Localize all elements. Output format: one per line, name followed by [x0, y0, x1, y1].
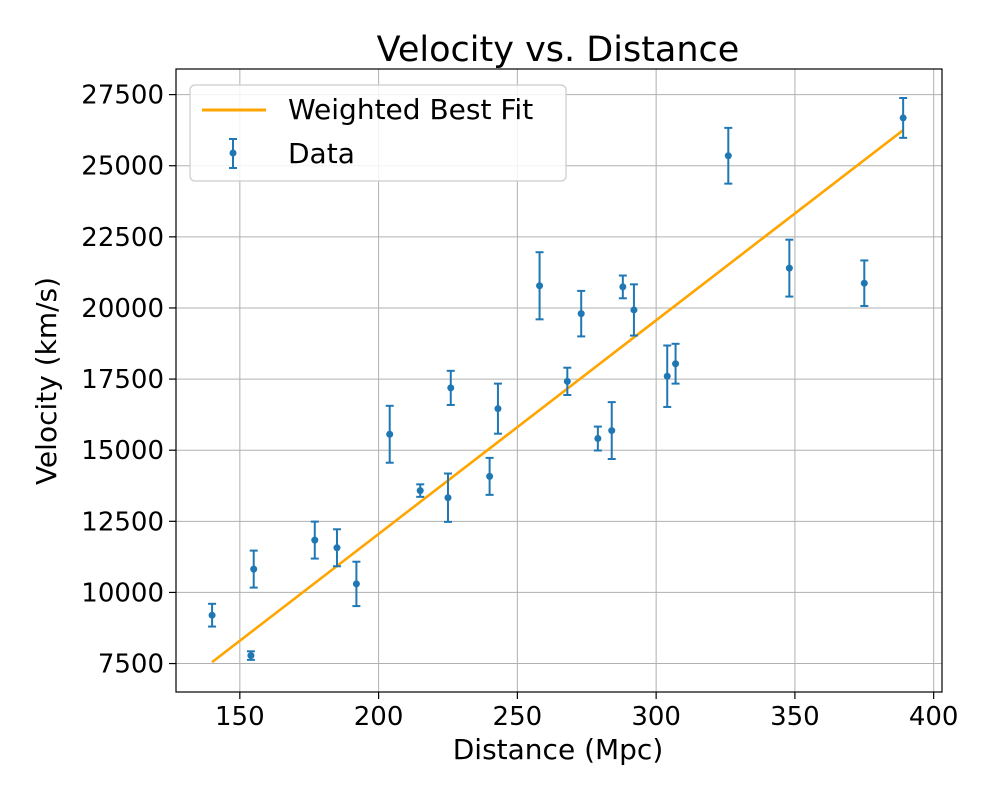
- y-tick-label: 17500: [81, 365, 164, 395]
- fit-layer: [211, 129, 904, 664]
- x-tick-label: 350: [770, 702, 820, 732]
- data-point: [208, 602, 217, 628]
- data-point: [724, 126, 733, 185]
- data-marker: [899, 114, 907, 122]
- data-point: [671, 342, 680, 385]
- x-tick-label: 300: [631, 702, 681, 732]
- data-point: [563, 366, 572, 397]
- x-tick-label: 200: [354, 702, 404, 732]
- data-marker: [494, 405, 502, 413]
- y-tick-label: 22500: [81, 223, 164, 253]
- data-point: [332, 528, 341, 568]
- data-marker: [333, 544, 341, 552]
- data-marker: [386, 430, 394, 438]
- data-point: [416, 483, 425, 498]
- data-point: [385, 404, 394, 464]
- data-point: [663, 344, 672, 408]
- legend: Weighted Best Fit Data: [189, 84, 567, 182]
- data-point: [607, 401, 616, 461]
- data-marker: [247, 652, 255, 660]
- x-tick-label: 250: [493, 702, 543, 732]
- data-marker: [352, 580, 360, 588]
- data-points-layer: [208, 97, 908, 661]
- data-point: [246, 650, 255, 661]
- data-marker: [630, 306, 638, 314]
- data-point: [618, 274, 627, 300]
- data-marker: [594, 435, 602, 443]
- data-marker: [785, 264, 793, 272]
- y-tick-label: 27500: [81, 81, 164, 111]
- legend-fit-label: Weighted Best Fit: [288, 93, 533, 126]
- y-axis-label: Velocity (km/s): [30, 277, 63, 485]
- data-point: [446, 369, 455, 406]
- data-point: [577, 289, 586, 338]
- chart-title: Velocity vs. Distance: [377, 30, 740, 70]
- data-marker: [250, 565, 258, 573]
- data-marker: [447, 384, 455, 392]
- y-axis-ticks: 7500 10000 12500 15000 17500 20000 22500 25000 2…: [81, 81, 176, 680]
- data-point: [352, 560, 361, 608]
- data-point: [785, 238, 794, 298]
- data-marker: [663, 372, 671, 380]
- data-marker: [311, 536, 319, 544]
- data-point: [860, 259, 869, 307]
- data-point: [249, 549, 258, 589]
- y-tick-label: 12500: [81, 507, 164, 537]
- y-tick-label: 20000: [81, 294, 164, 324]
- data-point: [535, 251, 544, 321]
- data-marker: [724, 152, 732, 160]
- y-tick-label: 25000: [81, 152, 164, 182]
- y-tick-label: 7500: [98, 650, 164, 680]
- legend-box: [189, 84, 567, 182]
- data-marker: [444, 494, 452, 502]
- x-tick-label: 400: [909, 702, 959, 732]
- x-axis-ticks: 150 200 250 300 350 400: [215, 692, 958, 732]
- y-tick-label: 10000: [81, 578, 164, 608]
- data-marker: [577, 310, 585, 318]
- data-marker: [672, 360, 680, 368]
- x-tick-label: 150: [215, 702, 265, 732]
- data-point: [629, 283, 638, 337]
- data-marker: [536, 282, 544, 290]
- data-point: [493, 382, 502, 435]
- data-point: [593, 425, 602, 452]
- data-marker: [208, 611, 216, 619]
- data-marker: [416, 487, 424, 495]
- data-point: [899, 97, 908, 139]
- best-fit-line: [211, 129, 904, 664]
- data-marker: [608, 427, 616, 435]
- legend-data-marker: [229, 149, 237, 157]
- data-marker: [563, 377, 571, 385]
- x-axis-label: Distance (Mpc): [453, 733, 664, 766]
- data-point: [485, 456, 494, 496]
- data-point: [443, 472, 452, 523]
- data-marker: [619, 283, 627, 291]
- y-tick-label: 15000: [81, 436, 164, 466]
- legend-data-label: Data: [288, 137, 355, 170]
- data-marker: [860, 279, 868, 287]
- plot-frame: [175, 68, 943, 693]
- data-point: [310, 520, 319, 560]
- data-marker: [486, 472, 494, 480]
